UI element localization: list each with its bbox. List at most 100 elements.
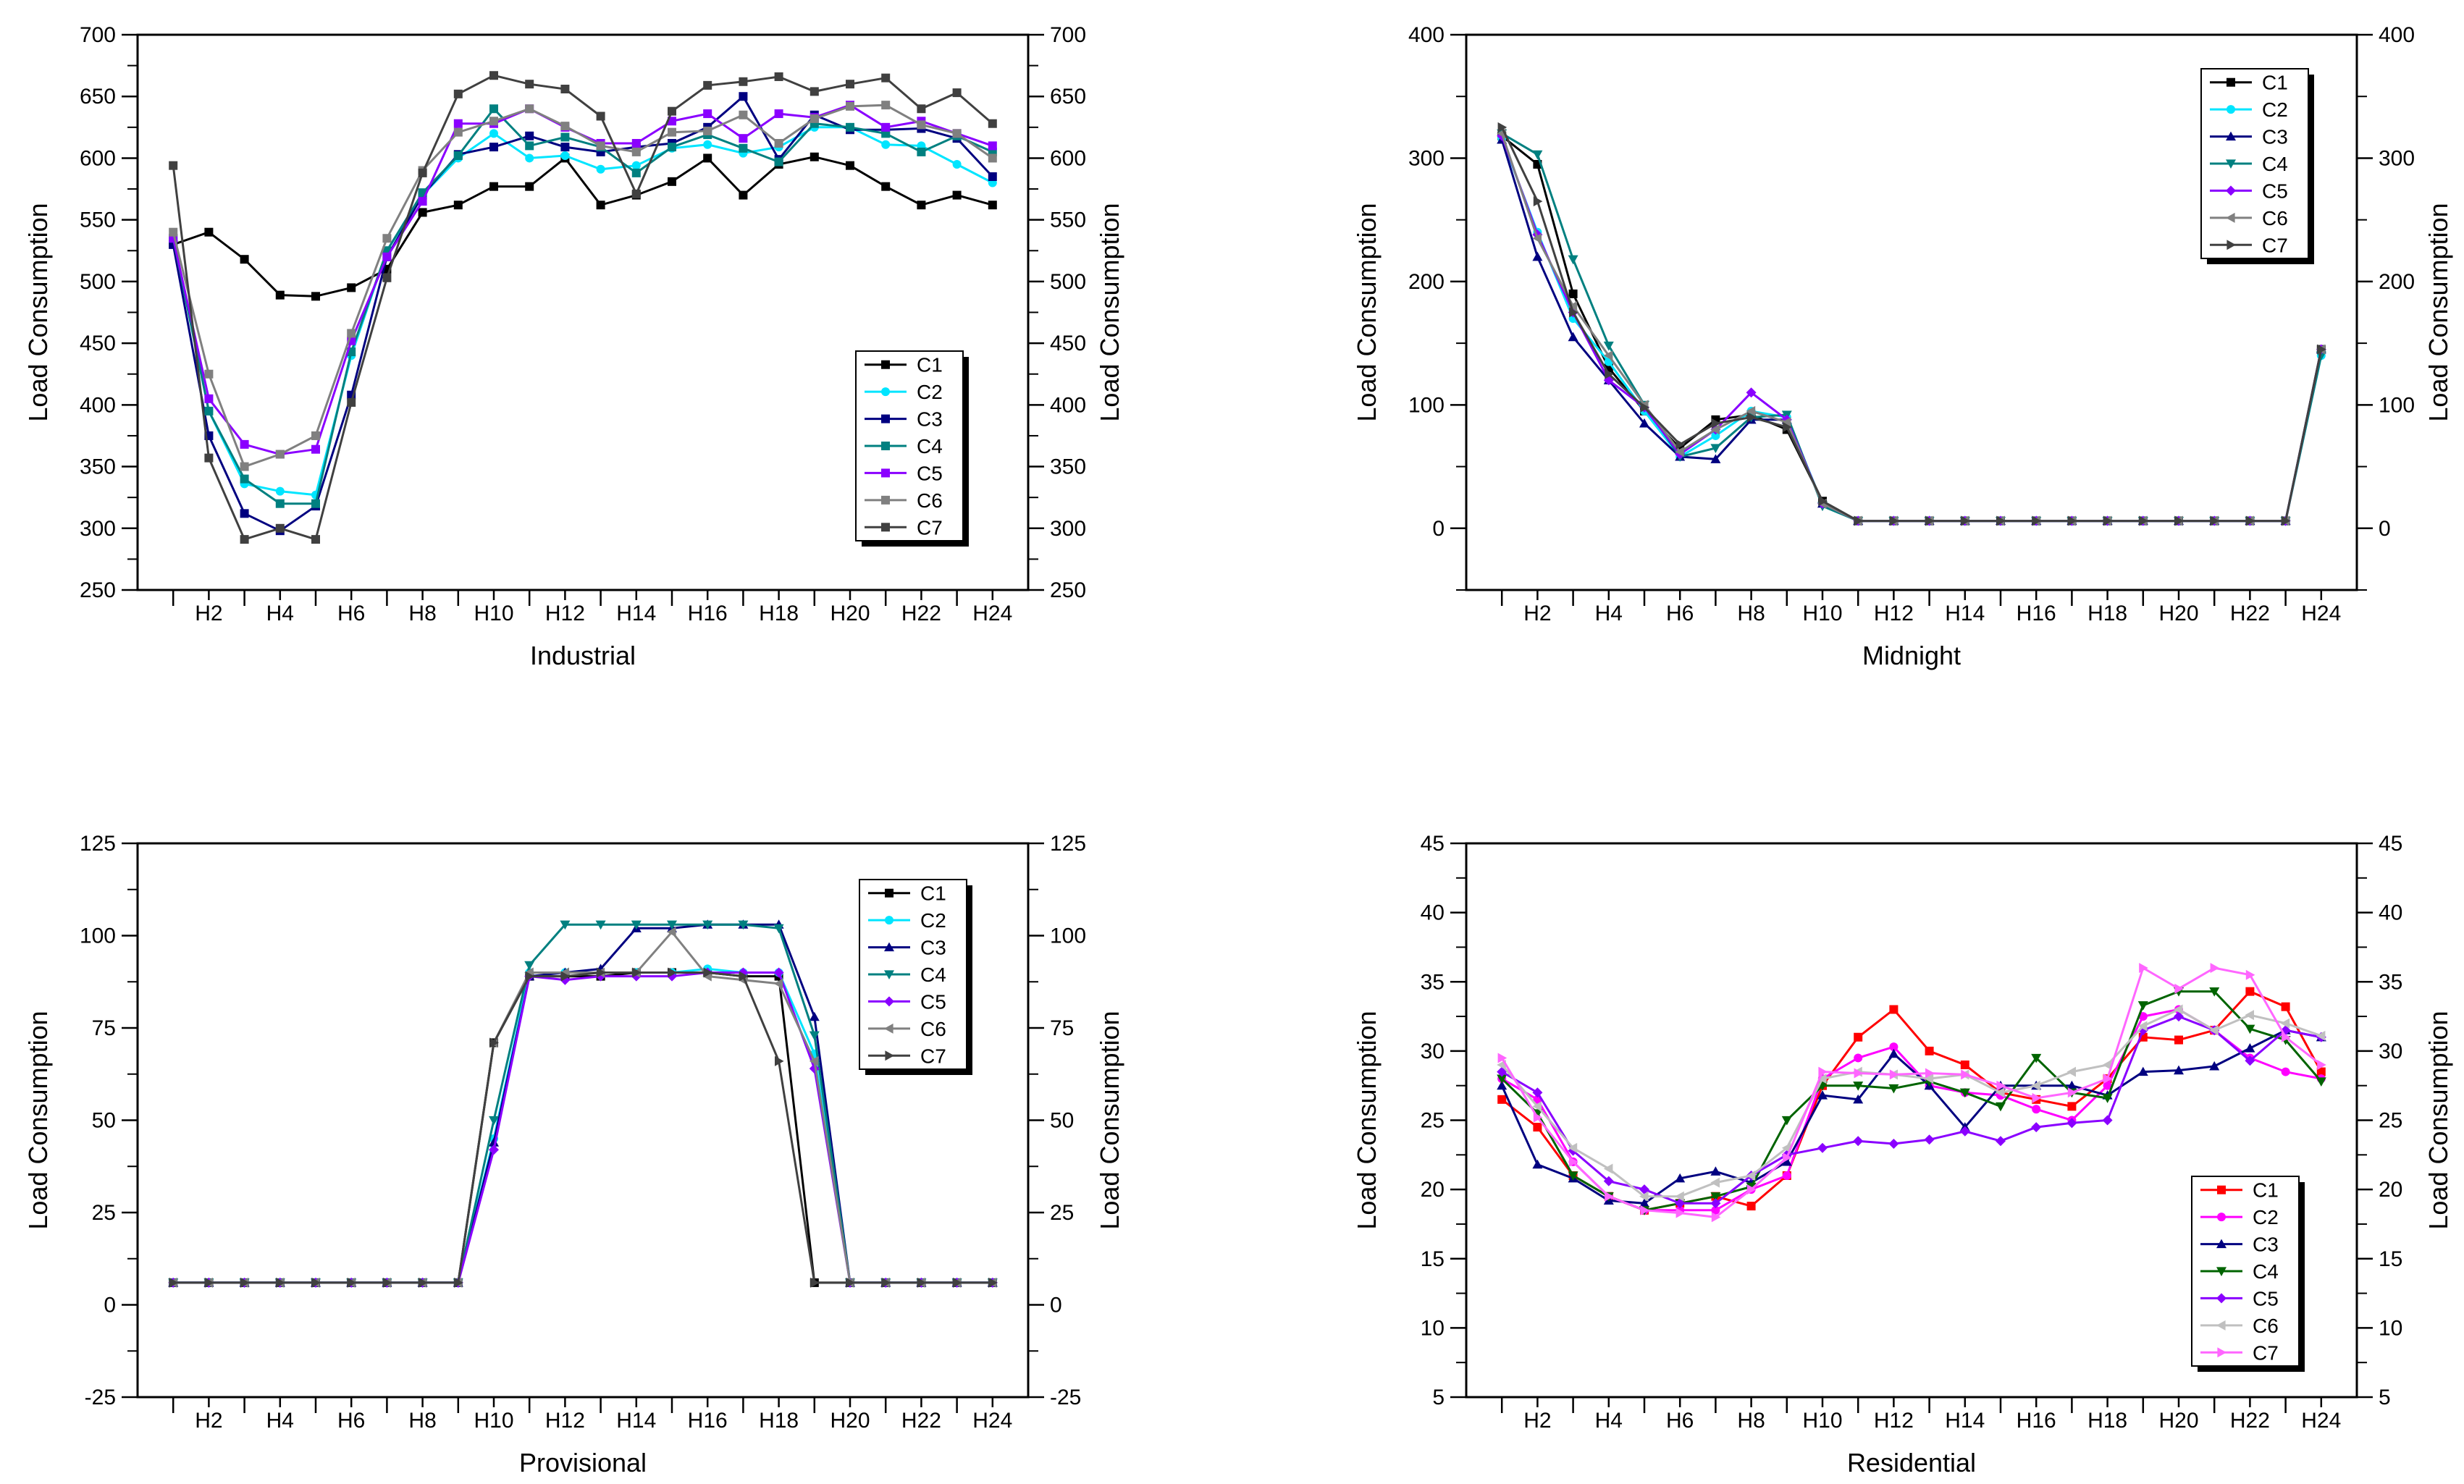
y-tick-label-right: 0 [2379,517,2391,541]
data-point [1568,300,1578,311]
y-tick-label-left: 0 [104,1294,116,1318]
legend-label: C2 [2253,1206,2279,1228]
y-tick-label-right: 300 [2379,146,2415,170]
data-point [525,104,534,114]
x-tick-label: H6 [1666,1409,1694,1433]
data-point [311,1277,321,1288]
data-point [631,161,641,170]
legend-label: C3 [2253,1234,2279,1256]
x-tick-label: H18 [759,1409,799,1433]
legend-marker [885,1050,894,1061]
data-point [667,927,676,937]
data-point [2209,987,2220,997]
legend-box [2200,68,2309,259]
data-point [382,1277,392,1288]
y-tick-label-right: 400 [2379,23,2415,47]
data-point [2137,1066,2148,1076]
data-point [418,168,427,177]
data-point [1603,1163,1613,1174]
data-point [560,151,570,161]
y-tick-label-right: 700 [1050,23,1086,47]
legend-marker [2217,1347,2227,1358]
x-tick-label: H24 [972,602,1012,625]
data-point [240,474,249,484]
y-tick-label-right: 75 [1050,1016,1074,1040]
data-point [1568,1171,1578,1181]
legend-marker [2226,131,2236,141]
data-point [1924,1134,1935,1145]
y-tick-label-right: 400 [1050,393,1086,417]
x-tick-label: H12 [545,602,585,625]
data-point [489,1116,499,1126]
data-point [418,208,427,217]
data-point [773,978,783,989]
y-tick-label-left: 50 [92,1109,116,1133]
data-point [773,967,784,978]
data-point [1853,1136,1864,1147]
y-tick-label-right: 350 [1050,455,1086,479]
data-point [774,72,783,81]
data-point [2245,1024,2255,1034]
data-point [2103,1074,2113,1084]
y-tick-label-left: 650 [80,85,116,109]
data-point [952,88,962,98]
y-tick-label-left: 0 [1432,517,1445,541]
legend-label: C6 [2262,207,2288,229]
y-tick-label-right: 35 [2379,970,2402,994]
data-point [382,234,392,243]
data-point [917,120,926,130]
y-tick-label-left: 700 [80,23,116,47]
series-line [1501,1015,2322,1205]
data-point [917,104,926,114]
legend-marker [2216,1320,2226,1331]
y-tick-label-right: 100 [2379,393,2415,417]
x-tick-label: H20 [830,1409,870,1433]
legend-marker [881,495,890,505]
data-point [2209,1025,2219,1036]
x-tick-label: H18 [2087,1409,2127,1433]
legend-marker [2227,105,2235,114]
data-point [739,77,748,86]
data-point [2102,1060,2112,1070]
data-point [1497,1074,1508,1084]
data-point [1568,332,1578,342]
data-point [703,80,712,90]
data-point [917,1277,927,1288]
data-point [1996,1102,2006,1112]
data-point [774,157,783,166]
data-point [1961,1069,1970,1080]
x-tick-label: H4 [1595,602,1623,625]
x-tick-label: H20 [2158,1409,2198,1433]
y-tick-label-right: 15 [2379,1247,2402,1271]
y-tick-label-left: 75 [92,1016,116,1040]
series-c4 [169,104,997,508]
y-tick-label-right: 25 [1050,1201,1074,1225]
data-point [1996,1087,2005,1098]
data-point [1497,1080,1508,1090]
data-point [2137,1021,2148,1032]
data-point [2174,515,2184,526]
x-axis-title: Provisional [519,1448,647,1477]
x-tick-label: H22 [2230,1409,2270,1433]
legend-marker [884,942,894,952]
data-point [1817,1142,1828,1153]
y-axis-title-left: Load Consumption [1352,1011,1382,1229]
data-point [2174,1065,2184,1075]
legend-marker [885,916,893,925]
x-tick-label: H8 [408,602,436,625]
legend-label: C5 [920,990,946,1013]
data-point [560,143,570,152]
x-tick-label: H16 [688,1409,728,1433]
data-point [240,535,249,544]
data-point [1532,251,1543,261]
data-point [2066,1080,2077,1090]
data-point [668,106,676,116]
y-tick-label-left: 600 [80,146,116,170]
data-point [1996,1080,2006,1091]
legend-label: C1 [917,354,943,376]
y-tick-label-left: 100 [1408,393,1445,417]
y-tick-label-right: 600 [1050,146,1086,170]
data-point [204,453,214,463]
data-point [1710,424,1720,435]
x-tick-label: H22 [2230,602,2270,625]
